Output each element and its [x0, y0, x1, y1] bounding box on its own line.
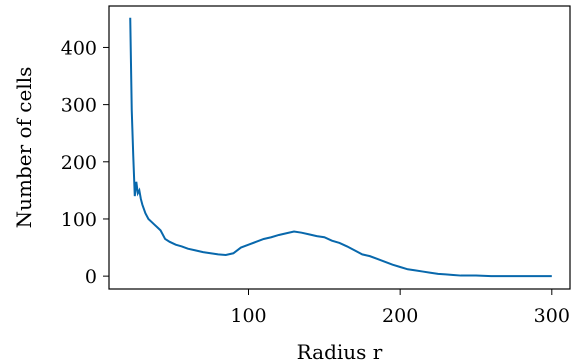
y-tick-label: 100 — [61, 209, 97, 231]
series-line — [129, 17, 552, 278]
y-tick-label: 300 — [61, 95, 97, 117]
x-tick-label: 100 — [230, 305, 266, 327]
x-tick-label: 200 — [382, 305, 418, 327]
y-tick-label: 200 — [61, 152, 97, 174]
x-axis: 100 200 300 — [230, 289, 570, 327]
y-axis: 0 100 200 300 400 — [61, 37, 109, 288]
y-tick-label: 400 — [61, 37, 97, 59]
plot-frame — [108, 5, 571, 290]
y-tick-label: 0 — [85, 266, 97, 288]
x-axis-label: Radius r — [297, 340, 383, 363]
plot-area — [109, 6, 570, 289]
y-axis-label: Number of cells — [12, 67, 36, 229]
x-tick-label: 300 — [534, 305, 570, 327]
